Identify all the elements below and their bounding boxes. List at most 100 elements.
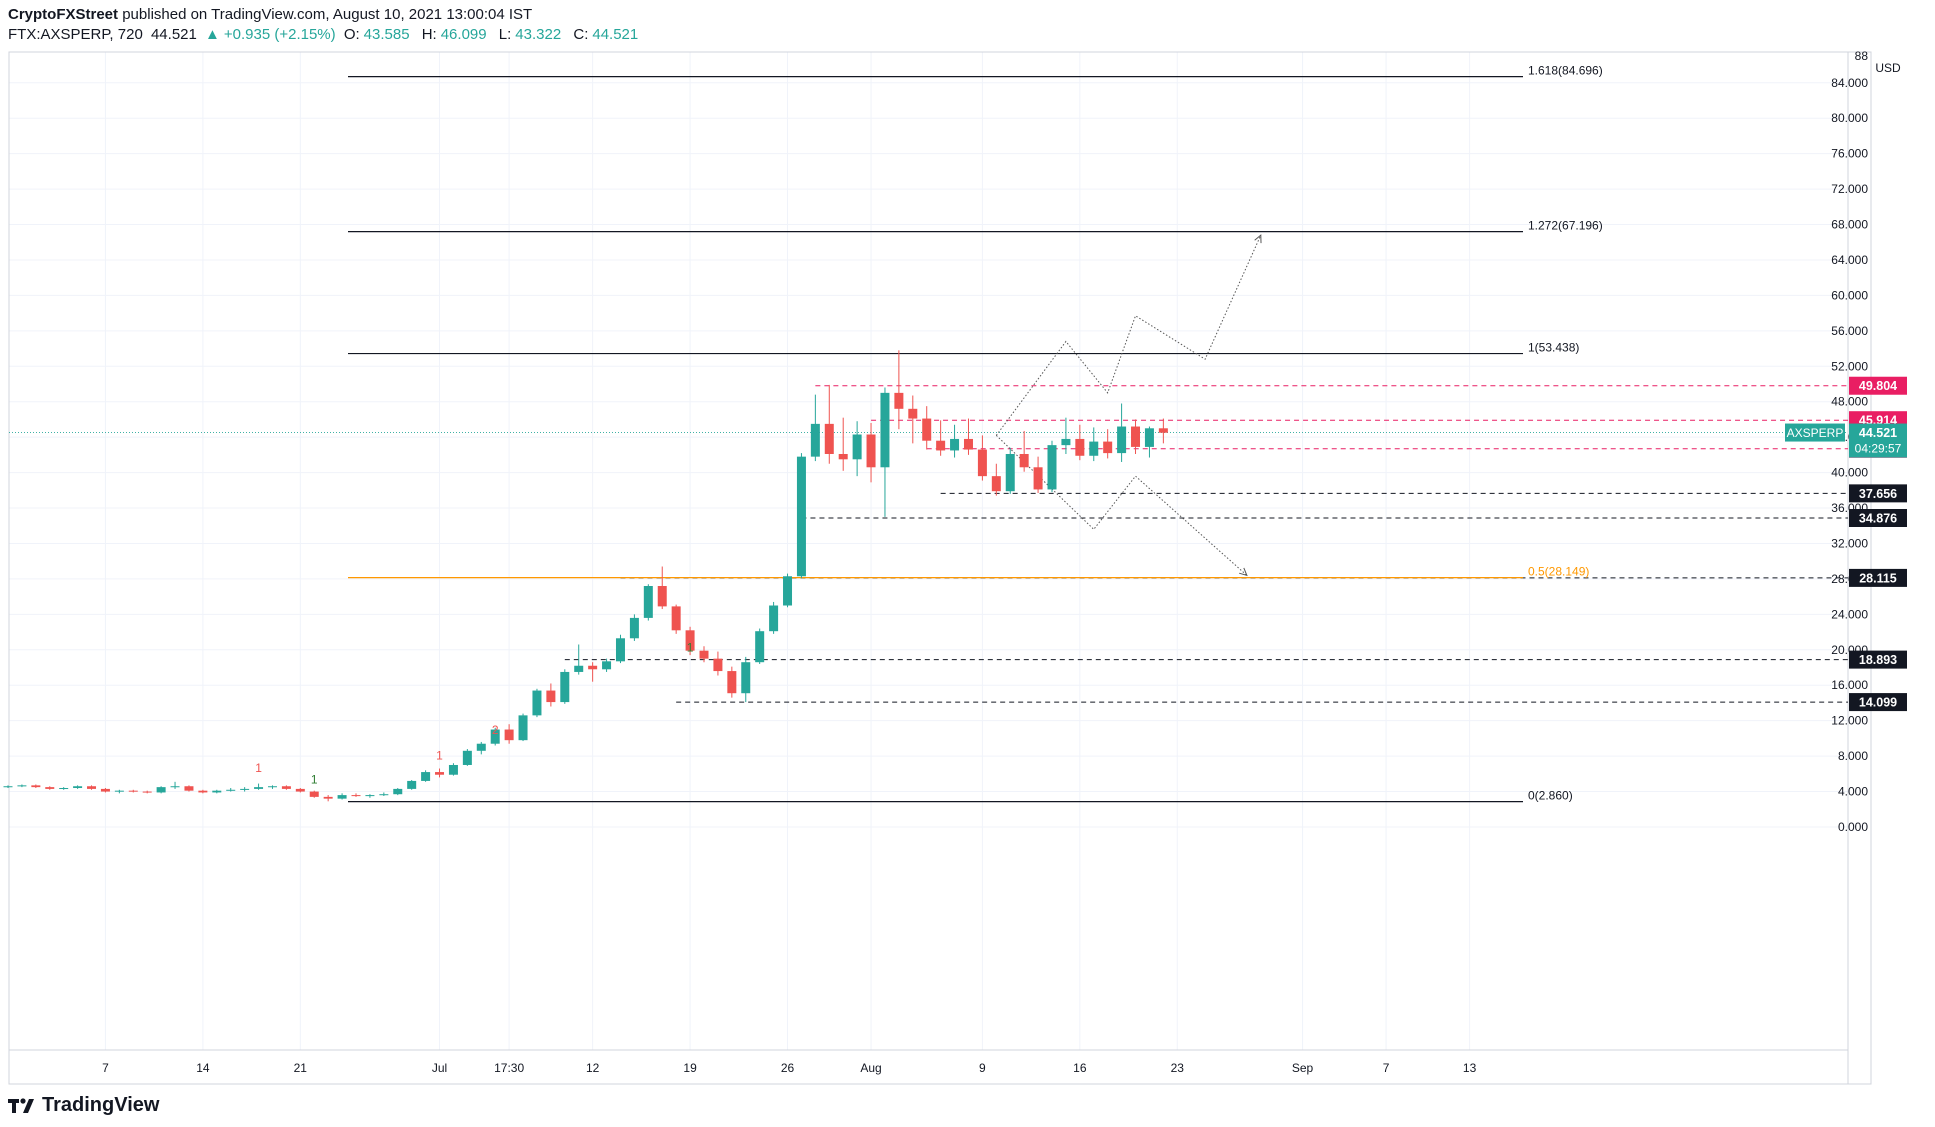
price-badges: 49.80445.91442.68837.65634.87628.11518.8… xyxy=(1785,376,1907,712)
y-tick-label: 60.000 xyxy=(1831,288,1868,302)
brand-name: TradingView xyxy=(42,1094,160,1116)
candle-body xyxy=(991,476,1001,492)
y-tick-label: 24.000 xyxy=(1831,607,1868,621)
level-badge-label: 14.099 xyxy=(1859,696,1897,710)
y-tick-label: 0.000 xyxy=(1838,820,1868,834)
candle-body xyxy=(588,665,598,670)
candle-body xyxy=(783,576,793,606)
candle-body xyxy=(1033,467,1043,490)
candle-body xyxy=(615,638,625,662)
time-axis[interactable]: 7 14 21 Jul 17:30 12 19 26 Aug 9 16 23 Sep 7 13 xyxy=(102,1061,1476,1075)
candle-body xyxy=(922,418,932,441)
y-tick-label: 76.000 xyxy=(1831,147,1868,161)
sequence-marker: 1 xyxy=(687,641,694,655)
sequence-marker: 2 xyxy=(492,723,499,737)
candle-body xyxy=(629,617,639,639)
author-name[interactable]: CryptoFXStreet xyxy=(8,6,119,23)
candle-body xyxy=(810,423,820,457)
candle-body xyxy=(407,780,417,789)
symbol-label[interactable]: FTX:AXSPERP, 720 xyxy=(8,26,143,43)
y-tick-label: 12.000 xyxy=(1831,714,1868,728)
candle-body xyxy=(100,788,110,792)
candle-body xyxy=(365,795,375,797)
candle-body xyxy=(602,661,612,670)
candle-body xyxy=(435,772,445,775)
x-tick-label: 12 xyxy=(586,1061,600,1075)
candle-body xyxy=(1089,441,1099,456)
fib-label: 0(2.860) xyxy=(1528,789,1573,803)
candle-body xyxy=(73,786,83,789)
candle-body xyxy=(1047,445,1057,490)
candle-body xyxy=(1131,426,1141,447)
open-value: O: 43.585 xyxy=(343,26,410,43)
candle-body xyxy=(671,606,681,631)
candle-body xyxy=(1158,428,1168,433)
y-tick-label: 68.000 xyxy=(1831,218,1868,232)
last-price-badge-value: 44.521 xyxy=(1859,426,1897,440)
x-tick-label: 13 xyxy=(1463,1061,1477,1075)
symbol-badge xyxy=(1785,423,1845,442)
currency-label: USD xyxy=(1875,61,1901,75)
candle-body xyxy=(114,790,124,792)
x-tick-label: 9 xyxy=(979,1061,986,1075)
candle-body xyxy=(142,791,152,793)
candle-body xyxy=(1061,438,1071,446)
candle-body xyxy=(379,794,389,796)
candle-body xyxy=(393,788,403,795)
y-tick-label: 84.000 xyxy=(1831,76,1868,90)
candle-body xyxy=(309,791,319,797)
candle-body xyxy=(17,785,27,787)
y-tick-label: 48.000 xyxy=(1831,395,1868,409)
candle-body xyxy=(685,630,695,651)
ohlc-line: FTX:AXSPERP, 720 44.521 ▲ +0.935 (+2.15%)… xyxy=(8,26,646,43)
high-value: H: 46.099 xyxy=(421,26,487,43)
candles xyxy=(3,350,1168,802)
y-tick-label: 56.000 xyxy=(1831,324,1868,338)
candle-body xyxy=(532,690,542,716)
x-tick-label: Jul xyxy=(432,1061,447,1075)
candle-body xyxy=(295,788,305,792)
projection-down-arrowhead xyxy=(1239,567,1248,577)
projection-down xyxy=(995,435,1248,576)
candle-body xyxy=(45,787,55,789)
tradingview-brand[interactable]: TradingView xyxy=(8,1094,159,1117)
level-badge xyxy=(1849,508,1907,527)
last-price-badge xyxy=(1849,423,1907,458)
candle-body xyxy=(1144,428,1154,447)
candle-body xyxy=(894,392,904,409)
published-text: published on TradingView.com, August 10,… xyxy=(122,6,533,23)
up-triangle-icon: ▲ xyxy=(205,26,220,43)
candle-body xyxy=(1117,426,1127,454)
candle-body xyxy=(1019,453,1029,468)
candle-body xyxy=(741,662,751,694)
x-tick-label: 17:30 xyxy=(494,1061,524,1075)
close-value: C: 44.521 xyxy=(573,26,639,43)
x-tick-label: 16 xyxy=(1073,1061,1087,1075)
candle-body xyxy=(546,690,556,703)
candle-body xyxy=(31,785,41,788)
candle-body xyxy=(963,438,973,450)
candle-body xyxy=(504,729,514,741)
candle-body xyxy=(908,408,918,419)
candle-body xyxy=(824,423,834,454)
candle-body xyxy=(170,786,180,788)
candle-body xyxy=(226,789,236,791)
level-badge-label: 18.893 xyxy=(1859,653,1897,667)
candle-body xyxy=(950,438,960,451)
candle-body xyxy=(727,671,737,694)
price-change: +0.935 (+2.15%) xyxy=(223,26,336,43)
candle-body xyxy=(560,671,570,703)
fibonacci-levels: 1.618(84.696) 1.272(67.196) 1(53.438) 0.5(2… xyxy=(348,64,1603,803)
level-badge xyxy=(1849,568,1907,587)
candle-body xyxy=(769,605,779,632)
candle-body xyxy=(866,434,876,468)
level-badge-label: 28.115 xyxy=(1859,571,1897,585)
tradingview-logo-icon xyxy=(8,1097,34,1113)
grid-lines xyxy=(9,52,1848,1050)
candle-body xyxy=(574,665,584,672)
x-tick-label: 19 xyxy=(683,1061,697,1075)
candle-body xyxy=(281,786,291,789)
candle-body xyxy=(87,786,97,789)
candle-body xyxy=(184,786,194,791)
